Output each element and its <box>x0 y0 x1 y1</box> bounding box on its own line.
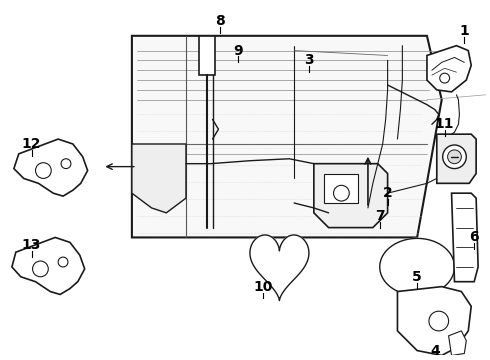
Polygon shape <box>132 36 441 238</box>
Text: 1: 1 <box>460 24 469 38</box>
Polygon shape <box>448 331 466 355</box>
Polygon shape <box>380 238 455 296</box>
Text: 6: 6 <box>469 230 479 244</box>
Text: 11: 11 <box>435 117 454 131</box>
Text: 5: 5 <box>412 270 422 284</box>
Polygon shape <box>132 144 186 213</box>
Polygon shape <box>12 238 85 294</box>
Text: 7: 7 <box>375 209 385 223</box>
Text: 13: 13 <box>22 238 41 252</box>
Text: 12: 12 <box>22 137 41 151</box>
Circle shape <box>442 145 466 168</box>
Polygon shape <box>427 46 471 92</box>
Text: 2: 2 <box>383 186 392 200</box>
Polygon shape <box>452 193 478 282</box>
Text: 4: 4 <box>430 343 440 357</box>
Circle shape <box>447 150 462 164</box>
Polygon shape <box>324 174 358 203</box>
Polygon shape <box>397 287 471 355</box>
Circle shape <box>440 73 450 83</box>
Polygon shape <box>14 139 88 196</box>
Text: 9: 9 <box>233 44 243 58</box>
Text: 10: 10 <box>253 280 272 294</box>
Polygon shape <box>437 134 476 183</box>
Polygon shape <box>250 235 309 301</box>
Text: 8: 8 <box>216 14 225 28</box>
Polygon shape <box>199 36 216 75</box>
Text: 3: 3 <box>304 53 314 67</box>
Polygon shape <box>314 164 388 228</box>
